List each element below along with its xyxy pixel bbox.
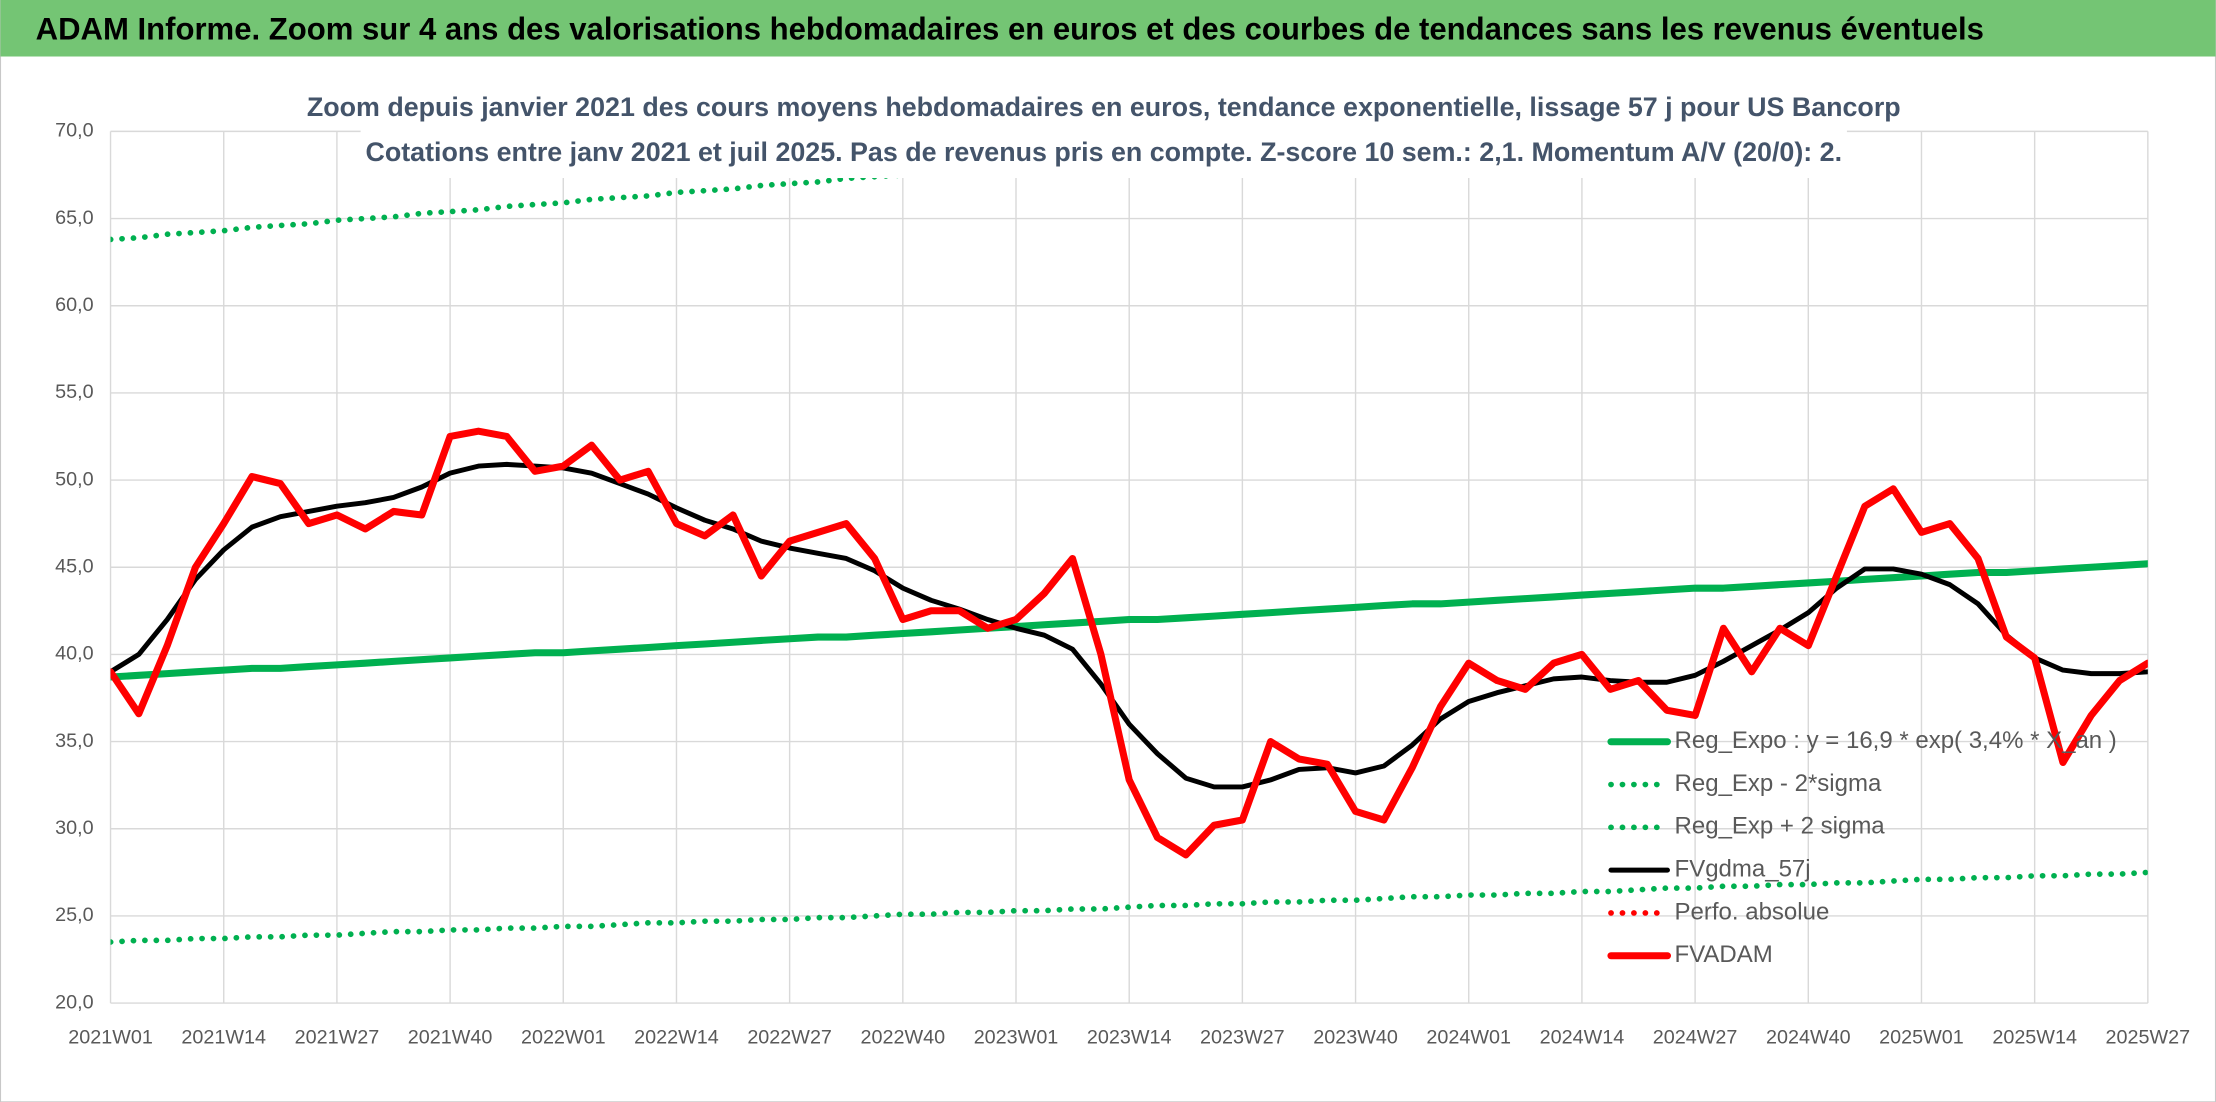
legend: Reg_Expo : y = 16,9 * exp( 3,4% * X_an )… bbox=[1607, 727, 2117, 968]
series-line bbox=[110, 461, 2148, 790]
series-line bbox=[110, 427, 2148, 859]
series-line bbox=[110, 869, 2148, 945]
legend-label: Reg_Expo : y = 16,9 * exp( 3,4% * X_an ) bbox=[1675, 727, 2117, 754]
x-tick-label: 2021W14 bbox=[181, 1027, 266, 1049]
x-tick-label: 2023W01 bbox=[974, 1027, 1059, 1049]
legend-label: FVgdma_57j bbox=[1675, 855, 1811, 882]
x-tick-label: 2025W27 bbox=[2106, 1027, 2191, 1049]
x-tick-label: 2025W01 bbox=[1879, 1027, 1964, 1049]
x-tick-label: 2021W40 bbox=[408, 1027, 493, 1049]
banner-text: ADAM Informe. Zoom sur 4 ans des valoris… bbox=[36, 11, 1984, 46]
x-tick-label: 2022W01 bbox=[521, 1027, 606, 1049]
banner bbox=[0, 0, 2216, 57]
y-tick-label: 65,0 bbox=[55, 207, 93, 229]
legend-label: FVADAM bbox=[1675, 941, 1773, 968]
series-line bbox=[110, 131, 1458, 243]
x-tick-label: 2022W27 bbox=[747, 1027, 832, 1049]
x-tick-label: 2025W14 bbox=[1992, 1027, 2077, 1049]
y-tick-label: 25,0 bbox=[55, 904, 93, 926]
x-tick-label: 2024W27 bbox=[1653, 1027, 1738, 1049]
legend-label: Reg_Exp - 2*sigma bbox=[1675, 770, 1882, 797]
y-tick-label: 35,0 bbox=[55, 730, 93, 752]
y-tick-label: 70,0 bbox=[55, 120, 93, 142]
x-tick-label: 2022W14 bbox=[634, 1027, 719, 1049]
chart-title: Zoom depuis janvier 2021 des cours moyen… bbox=[307, 92, 1901, 122]
chart-subtitle: Cotations entre janv 2021 et juil 2025. … bbox=[365, 137, 1842, 167]
y-tick-label: 60,0 bbox=[55, 294, 93, 316]
title-box bbox=[360, 84, 1847, 179]
y-tick-label: 40,0 bbox=[55, 643, 93, 665]
x-tick-label: 2023W27 bbox=[1200, 1027, 1285, 1049]
x-tick-label: 2021W01 bbox=[68, 1027, 153, 1049]
y-tick-label: 50,0 bbox=[55, 468, 93, 490]
x-tick-label: 2023W14 bbox=[1087, 1027, 1172, 1049]
y-tick-label: 30,0 bbox=[55, 817, 93, 839]
x-tick-label: 2024W14 bbox=[1540, 1027, 1625, 1049]
plot-lines bbox=[110, 131, 2148, 945]
y-tick-label: 55,0 bbox=[55, 381, 93, 403]
x-tick-label: 2023W40 bbox=[1313, 1027, 1398, 1049]
series-line bbox=[110, 560, 2148, 681]
x-tick-label: 2024W40 bbox=[1766, 1027, 1851, 1049]
legend-label: Reg_Exp + 2 sigma bbox=[1675, 813, 1886, 840]
y-tick-label: 45,0 bbox=[55, 555, 93, 577]
x-tick-label: 2024W01 bbox=[1426, 1027, 1511, 1049]
y-tick-label: 20,0 bbox=[55, 991, 93, 1013]
legend-label: Perfo. absolue bbox=[1675, 898, 1830, 925]
x-tick-label: 2021W27 bbox=[295, 1027, 380, 1049]
x-tick-label: 2022W40 bbox=[861, 1027, 946, 1049]
